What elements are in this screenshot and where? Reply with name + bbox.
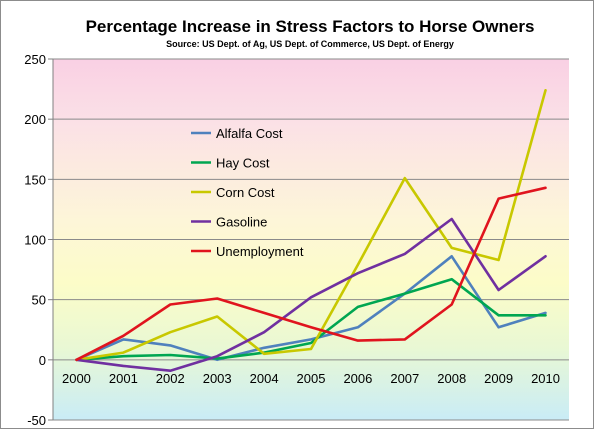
x-tick-label: 2010: [531, 371, 560, 386]
x-tick-label: 2009: [484, 371, 513, 386]
y-tick-label: 150: [24, 172, 46, 187]
chart-subtitle: Source: US Dept. of Ag, US Dept. of Comm…: [166, 39, 454, 49]
x-tick-label: 2000: [62, 371, 91, 386]
series-line-corn-cost: [75, 89, 547, 362]
legend-entry: Corn Cost: [216, 185, 275, 200]
series-line-unemployment: [75, 186, 547, 362]
x-tick-label: 2008: [437, 371, 466, 386]
y-tick-label: 250: [24, 52, 46, 67]
series-line-hay-cost: [75, 277, 547, 362]
x-axis-ticks: 2000 2001 2002 2003 2004 2005 2006 2007 2008 2009…: [62, 371, 560, 386]
legend-entry: Gasoline: [216, 215, 267, 230]
x-tick-label: 2004: [250, 371, 279, 386]
legend-entry: Hay Cost: [216, 156, 270, 171]
y-tick-label: 50: [32, 293, 46, 308]
legend-entry: Unemployment: [216, 244, 304, 259]
y-tick-label: 100: [24, 233, 46, 248]
x-tick-label: 2006: [343, 371, 372, 386]
x-tick-label: 2001: [109, 371, 138, 386]
x-tick-label: 2003: [203, 371, 232, 386]
legend: Alfalfa Cost Hay Cost Corn Cost Gasoline Une…: [191, 126, 304, 259]
x-tick-label: 2005: [297, 371, 326, 386]
series-line-gasoline: [75, 217, 547, 373]
y-axis-ticks: -50 0 50 100 150 200 250: [24, 52, 53, 428]
y-tick-label: 0: [39, 353, 46, 368]
series-lines: [75, 89, 547, 373]
x-tick-label: 2007: [390, 371, 419, 386]
y-tick-label: -50: [27, 413, 46, 428]
x-tick-label: 2002: [156, 371, 185, 386]
y-tick-label: 200: [24, 112, 46, 127]
legend-entry: Alfalfa Cost: [216, 126, 283, 141]
gridlines: [53, 58, 569, 421]
series-line-alfalfa-cost: [75, 254, 547, 362]
chart-title: Percentage Increase in Stress Factors to…: [86, 17, 535, 36]
